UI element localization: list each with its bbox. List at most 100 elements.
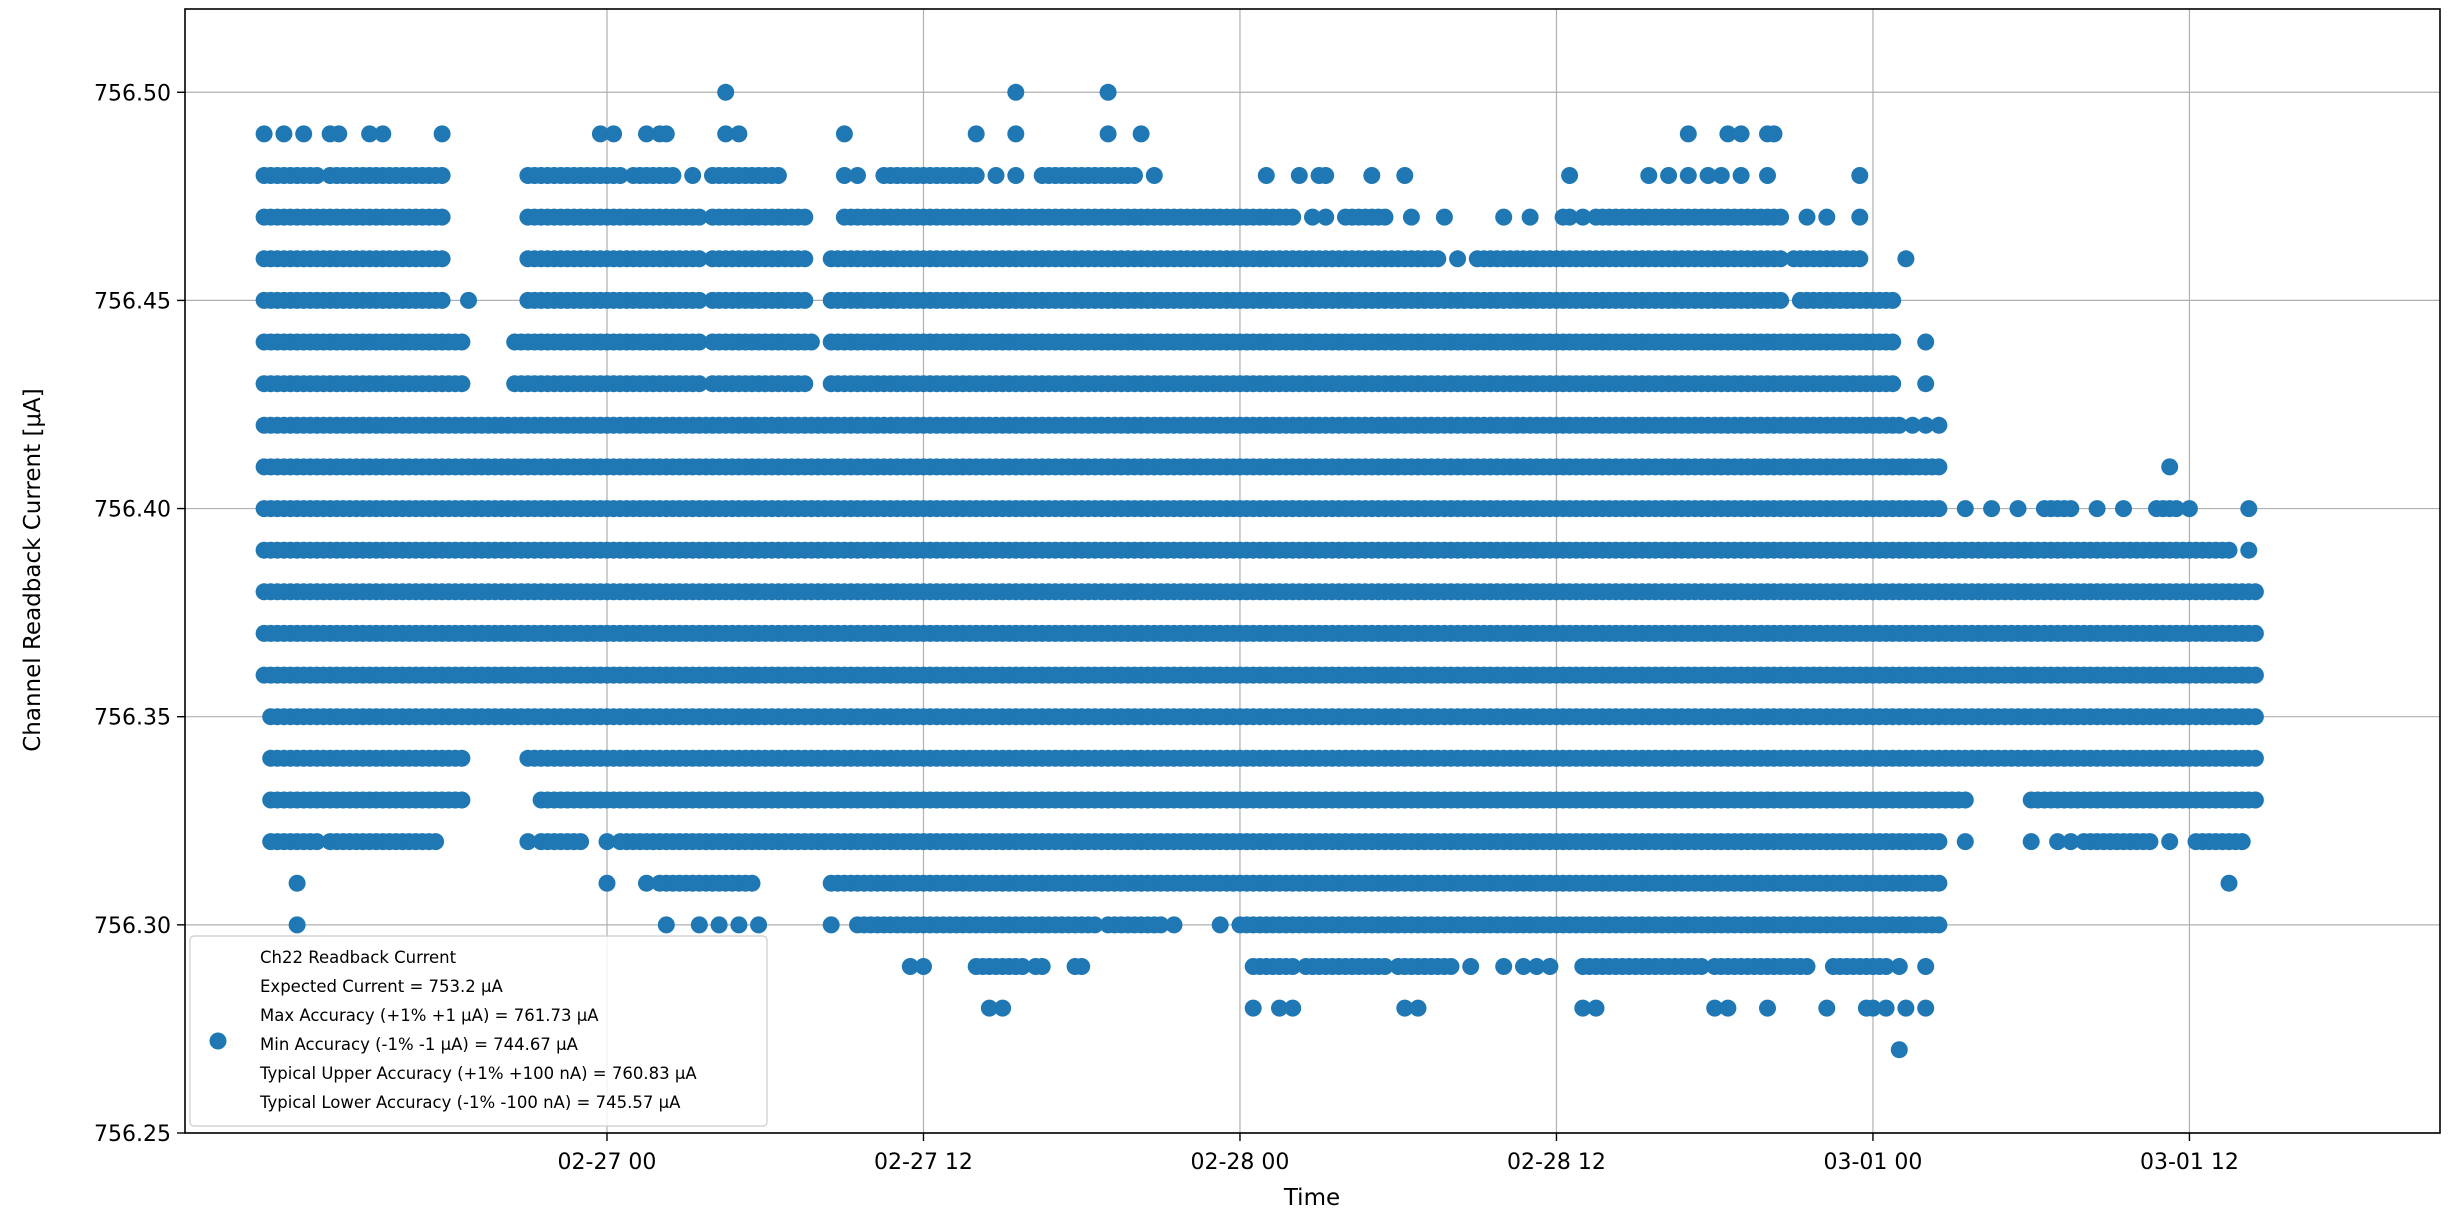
data-point bbox=[638, 874, 655, 892]
data-point bbox=[288, 916, 306, 934]
data-point bbox=[1317, 208, 1335, 226]
x-tick-label: 03-01 12 bbox=[2140, 1150, 2239, 1175]
data-point bbox=[1818, 208, 1836, 226]
data-point bbox=[1897, 999, 1915, 1017]
data-point bbox=[2180, 500, 2198, 518]
data-point bbox=[1732, 167, 1750, 184]
data-point bbox=[1290, 167, 1308, 184]
x-tick-label: 03-01 00 bbox=[1823, 1150, 1922, 1175]
data-point bbox=[598, 874, 616, 892]
data-point bbox=[1930, 916, 1948, 934]
data-point bbox=[822, 916, 840, 934]
legend-marker bbox=[209, 1032, 227, 1050]
data-points bbox=[255, 83, 2264, 1059]
data-point bbox=[908, 916, 926, 934]
data-point bbox=[1495, 208, 1513, 226]
data-point bbox=[994, 999, 1012, 1017]
data-point bbox=[967, 125, 985, 143]
data-point bbox=[796, 291, 814, 309]
data-point bbox=[1679, 125, 1697, 143]
data-point bbox=[664, 167, 682, 184]
data-point bbox=[638, 125, 655, 143]
data-point bbox=[1145, 167, 1163, 184]
data-point bbox=[374, 125, 392, 143]
data-point bbox=[1126, 167, 1143, 184]
data-point bbox=[1007, 125, 1025, 143]
legend-text-line: Max Accuracy (+1% +1 μA) = 761.73 μA bbox=[260, 1006, 599, 1025]
data-point bbox=[1462, 958, 1480, 975]
x-axis-label: Time bbox=[1283, 1185, 1340, 1211]
data-point bbox=[591, 125, 609, 143]
data-point bbox=[1732, 125, 1750, 143]
data-point bbox=[1851, 167, 1869, 184]
data-point bbox=[2246, 749, 2264, 767]
data-point bbox=[717, 83, 735, 101]
data-point bbox=[427, 833, 445, 851]
data-point bbox=[1983, 500, 2001, 518]
data-point bbox=[1317, 167, 1335, 184]
data-point bbox=[1798, 208, 1816, 226]
data-point bbox=[1284, 999, 1302, 1017]
y-tick-label: 756.50 bbox=[94, 81, 171, 106]
data-point bbox=[1099, 125, 1117, 143]
data-point bbox=[1442, 958, 1460, 975]
data-point bbox=[2167, 500, 2185, 518]
data-point bbox=[1449, 250, 1467, 268]
data-point bbox=[1561, 167, 1579, 184]
data-point bbox=[2246, 624, 2264, 642]
data-point bbox=[433, 208, 451, 226]
data-point bbox=[308, 167, 326, 184]
data-point bbox=[433, 250, 451, 268]
y-tick-label: 756.35 bbox=[94, 706, 171, 731]
data-point bbox=[433, 167, 451, 184]
data-point bbox=[1660, 167, 1678, 184]
data-point bbox=[835, 167, 853, 184]
data-point bbox=[1917, 416, 1935, 434]
data-point bbox=[1956, 833, 1974, 851]
data-point bbox=[1073, 958, 1091, 975]
data-point bbox=[690, 250, 708, 268]
data-point bbox=[611, 167, 629, 184]
data-point bbox=[730, 125, 748, 143]
legend-text-line: Typical Upper Accuracy (+1% +100 nA) = 7… bbox=[259, 1064, 697, 1083]
data-point bbox=[255, 125, 273, 143]
data-point bbox=[453, 749, 471, 767]
data-point bbox=[2088, 500, 2106, 518]
data-point bbox=[1165, 916, 1183, 934]
data-point bbox=[1930, 833, 1948, 851]
data-point bbox=[1851, 250, 1869, 268]
data-point bbox=[2115, 500, 2132, 518]
data-point bbox=[1851, 208, 1869, 226]
data-point bbox=[1495, 958, 1513, 975]
data-point bbox=[1791, 291, 1809, 309]
data-point bbox=[1884, 333, 1902, 351]
data-point bbox=[1257, 167, 1275, 184]
data-point bbox=[657, 916, 675, 934]
y-tick-label: 756.30 bbox=[94, 914, 171, 939]
data-point bbox=[361, 125, 379, 143]
data-point bbox=[835, 125, 853, 143]
data-point bbox=[1930, 500, 1948, 518]
data-point bbox=[1890, 958, 1908, 975]
data-point bbox=[1099, 83, 1117, 101]
legend-text-line: Typical Lower Accuracy (-1% -100 nA) = 7… bbox=[259, 1093, 681, 1112]
data-point bbox=[1712, 167, 1730, 184]
data-point bbox=[1930, 458, 1948, 476]
data-point bbox=[1956, 500, 1974, 518]
data-point bbox=[1521, 208, 1539, 226]
data-point bbox=[1719, 125, 1737, 143]
data-point bbox=[1396, 167, 1414, 184]
data-point bbox=[1930, 416, 1948, 434]
data-point bbox=[684, 167, 702, 184]
data-point bbox=[288, 874, 306, 892]
data-point bbox=[453, 791, 471, 809]
data-point bbox=[1376, 208, 1394, 226]
data-point bbox=[453, 333, 471, 351]
data-point bbox=[1890, 416, 1908, 434]
data-point bbox=[1435, 208, 1453, 226]
data-point bbox=[915, 958, 932, 975]
data-point bbox=[690, 333, 708, 351]
data-point bbox=[1930, 874, 1948, 892]
data-point bbox=[2240, 500, 2258, 518]
